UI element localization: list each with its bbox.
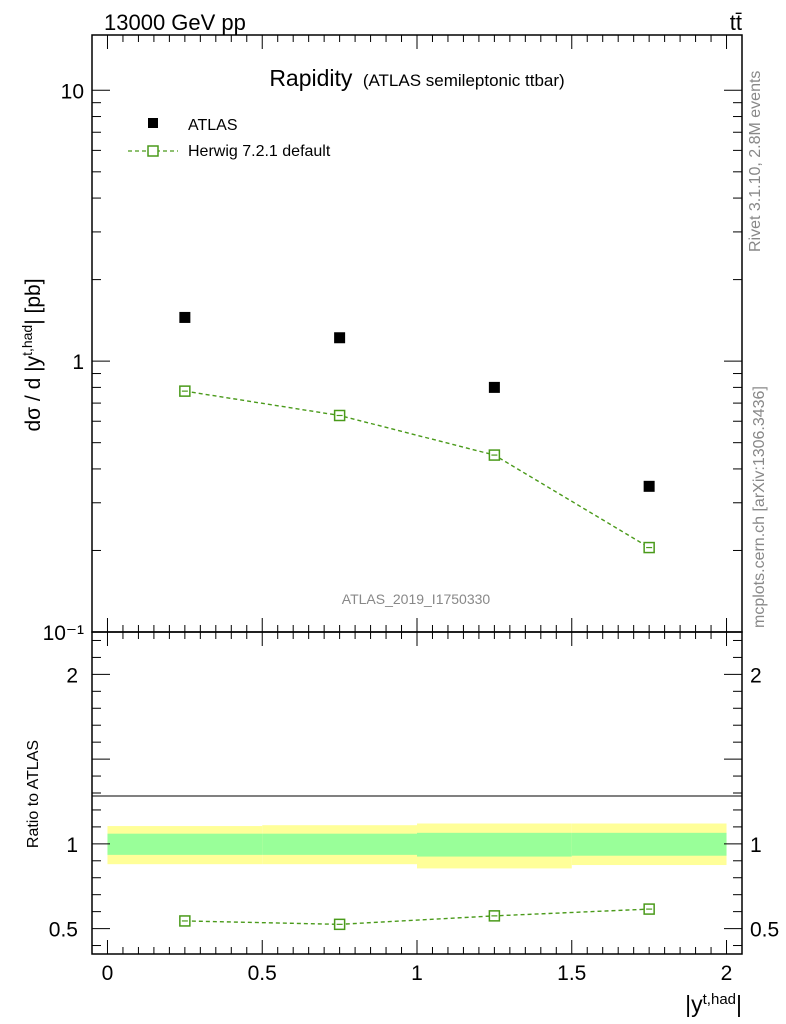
ratio-inner-band: [107, 833, 263, 855]
ratio-inner-band: [262, 833, 417, 855]
x-tick-label: 0: [102, 962, 114, 985]
x-tick-label: 1.5: [557, 962, 586, 985]
main-axis-ticks: [92, 35, 742, 633]
main-panel: 10 1 10⁻¹ Rapidity (ATLAS semileptonic ttb…: [19, 34, 743, 645]
ratio-plot-area: [179, 903, 655, 931]
main-y-tick-label: 10: [61, 80, 84, 103]
x-axis-label: |yt,had|: [685, 991, 742, 1018]
ratio-y-tick-labels: 2 2 1 1 0.5 0.5: [49, 664, 779, 941]
rivet-label: Rivet 3.1.10, 2.8M events: [747, 71, 764, 252]
atlas-data-point: [334, 332, 346, 344]
x-tick-label: 0.5: [248, 962, 277, 985]
legend-mc-marker: [147, 145, 159, 157]
mc-line: [184, 390, 650, 549]
chart-title: Rapidity: [269, 65, 353, 91]
main-y-tick-label: 1: [72, 351, 84, 374]
legend: ATLAS Herwig 7.2.1 default: [128, 117, 331, 160]
x-tick-labels: 0 0.5 1 1.5 2: [102, 962, 733, 985]
main-y-tick-label: 10⁻¹: [43, 622, 84, 645]
ratio-y-label: Ratio to ATLAS: [25, 740, 42, 848]
ratio-y-tick-label-left: 2: [66, 664, 78, 687]
ratio-y-tick-label-left: 1: [66, 834, 78, 857]
ratio-inner-band: [417, 832, 572, 857]
x-tick-label: 1: [411, 962, 423, 985]
ratio-y-tick-label-right: 2: [750, 664, 762, 687]
source-label: mcplots.cern.ch [arXiv:1306.3436]: [751, 386, 768, 628]
legend-atlas-marker: [148, 118, 158, 128]
legend-atlas-label: ATLAS: [188, 117, 238, 134]
x-tick-label: 2: [721, 962, 733, 985]
ratio-mc-line: [184, 908, 650, 926]
energy-label: 13000 GeV pp: [104, 10, 246, 35]
chart-subtitle: (ATLAS semileptonic ttbar): [363, 71, 565, 90]
ratio-y-tick-label-left: 0.5: [49, 919, 78, 942]
process-label: tt̄: [730, 10, 742, 35]
main-y-label: dσ / d |yt,had| [pb]: [19, 278, 45, 431]
legend-mc-label: Herwig 7.2.1 default: [188, 143, 331, 160]
atlas-data-point: [488, 381, 500, 393]
ratio-uncertainty-bands: [107, 823, 727, 869]
main-plot-area: [179, 311, 655, 554]
ratio-panel: 2 2 1 1 0.5 0.5 0 0.5 1 1.5 2 Ratio to ATLAS |yt,…: [25, 631, 779, 1018]
atlas-data-point: [179, 311, 191, 323]
ratio-y-tick-label-right: 0.5: [750, 919, 779, 942]
main-y-tick-labels: 10 1 10⁻¹: [43, 80, 84, 645]
ratio-axis-ticks: [92, 632, 742, 954]
chart-title-group: Rapidity (ATLAS semileptonic ttbar): [269, 65, 564, 91]
atlas-data-point: [643, 480, 655, 492]
ratio-inner-band: [571, 832, 727, 856]
analysis-label: ATLAS_2019_I1750330: [342, 591, 491, 607]
ratio-y-tick-label-right: 1: [750, 834, 762, 857]
main-y-axis-label: dσ / d |yt,had| [pb]: [19, 278, 45, 431]
